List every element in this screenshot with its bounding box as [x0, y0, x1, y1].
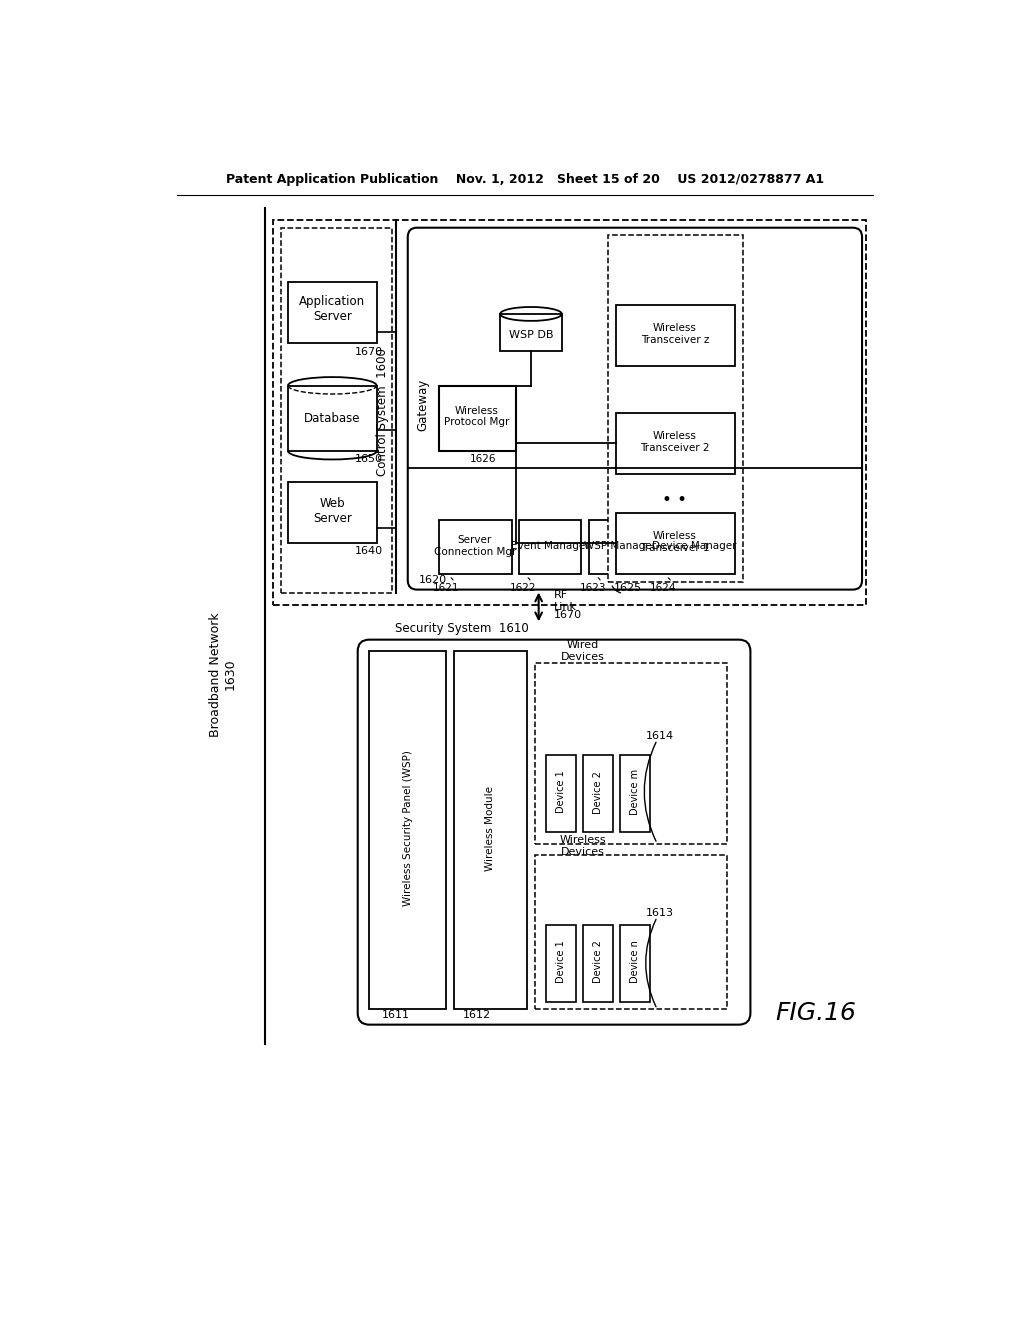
FancyBboxPatch shape [408, 227, 862, 590]
Bar [621, 924, 649, 1002]
Text: Device 2: Device 2 [593, 940, 603, 983]
Text: 1613: 1613 [646, 908, 675, 917]
Text: WSP Manager: WSP Manager [585, 541, 656, 550]
Text: Control System  1600: Control System 1600 [376, 348, 389, 477]
Text: 1625: 1625 [614, 583, 642, 593]
Text: Wireless Module: Wireless Module [485, 785, 496, 871]
Text: Wireless Security Panel (WSP): Wireless Security Panel (WSP) [402, 750, 413, 907]
Bar [608, 235, 742, 582]
Bar [615, 413, 735, 474]
Text: 1611: 1611 [382, 1010, 411, 1020]
Bar [547, 924, 575, 1002]
Text: Broadband Network
1630: Broadband Network 1630 [209, 612, 237, 737]
Bar [615, 512, 735, 574]
Text: Wireless
Transceiver 2: Wireless Transceiver 2 [640, 430, 710, 453]
Text: WSP DB: WSP DB [509, 330, 553, 341]
Bar [621, 755, 649, 832]
Text: 1624: 1624 [650, 583, 677, 593]
FancyBboxPatch shape [357, 640, 751, 1024]
Bar [438, 385, 515, 451]
Bar [273, 220, 866, 605]
Text: Patent Application Publication    Nov. 1, 2012   Sheet 15 of 20    US 2012/02788: Patent Application Publication Nov. 1, 2… [225, 173, 824, 186]
Text: 1622: 1622 [510, 583, 537, 593]
Text: Device 1: Device 1 [556, 940, 566, 983]
Text: • •: • • [663, 491, 687, 510]
Text: Web
Server: Web Server [313, 498, 351, 525]
Text: Device Manager: Device Manager [652, 541, 736, 550]
Text: Device 1: Device 1 [556, 771, 566, 813]
Text: Database: Database [304, 412, 360, 425]
Text: 1640: 1640 [355, 546, 383, 556]
Text: Device m: Device m [630, 770, 640, 816]
Bar [535, 855, 727, 1010]
Bar [289, 482, 377, 544]
Text: Device n: Device n [630, 940, 640, 983]
Text: Security System  1610: Security System 1610 [395, 622, 528, 635]
Text: Wireless
Devices: Wireless Devices [559, 836, 606, 857]
Text: 1612: 1612 [463, 1010, 492, 1020]
Bar [370, 651, 446, 1010]
Text: Event Manager: Event Manager [511, 541, 590, 550]
Bar [584, 755, 612, 832]
Text: FIG.16: FIG.16 [775, 1001, 856, 1026]
Bar [519, 520, 581, 574]
Bar [289, 385, 377, 451]
Bar [438, 520, 512, 574]
Text: 1670: 1670 [355, 347, 383, 358]
Text: Gateway: Gateway [417, 379, 430, 430]
Bar [584, 924, 612, 1002]
Text: Wireless
Transceiver z: Wireless Transceiver z [641, 323, 710, 345]
Text: 1626: 1626 [470, 454, 497, 463]
Text: Application
Server: Application Server [299, 294, 366, 322]
Bar [281, 227, 392, 594]
Bar [547, 755, 575, 832]
Text: 1621: 1621 [433, 583, 460, 593]
Text: 1620: 1620 [419, 576, 446, 585]
Text: Server
Connection Mgr: Server Connection Mgr [433, 535, 516, 557]
Bar [535, 663, 727, 843]
Bar [500, 314, 562, 351]
Bar [659, 520, 729, 574]
Text: Wireless
Protocol Mgr: Wireless Protocol Mgr [444, 405, 510, 428]
Text: 1670: 1670 [554, 610, 583, 620]
Bar [289, 281, 377, 343]
Bar [615, 305, 735, 367]
Bar [454, 651, 527, 1010]
Bar [590, 520, 651, 574]
Text: 1650: 1650 [355, 454, 383, 463]
Text: Wireless
Transceiver 1: Wireless Transceiver 1 [640, 531, 710, 553]
Text: 1623: 1623 [580, 583, 606, 593]
Text: 1614: 1614 [646, 731, 675, 741]
Text: RF
Link: RF Link [554, 590, 578, 612]
Text: Wired
Devices: Wired Devices [560, 640, 604, 663]
Text: Device 2: Device 2 [593, 771, 603, 813]
